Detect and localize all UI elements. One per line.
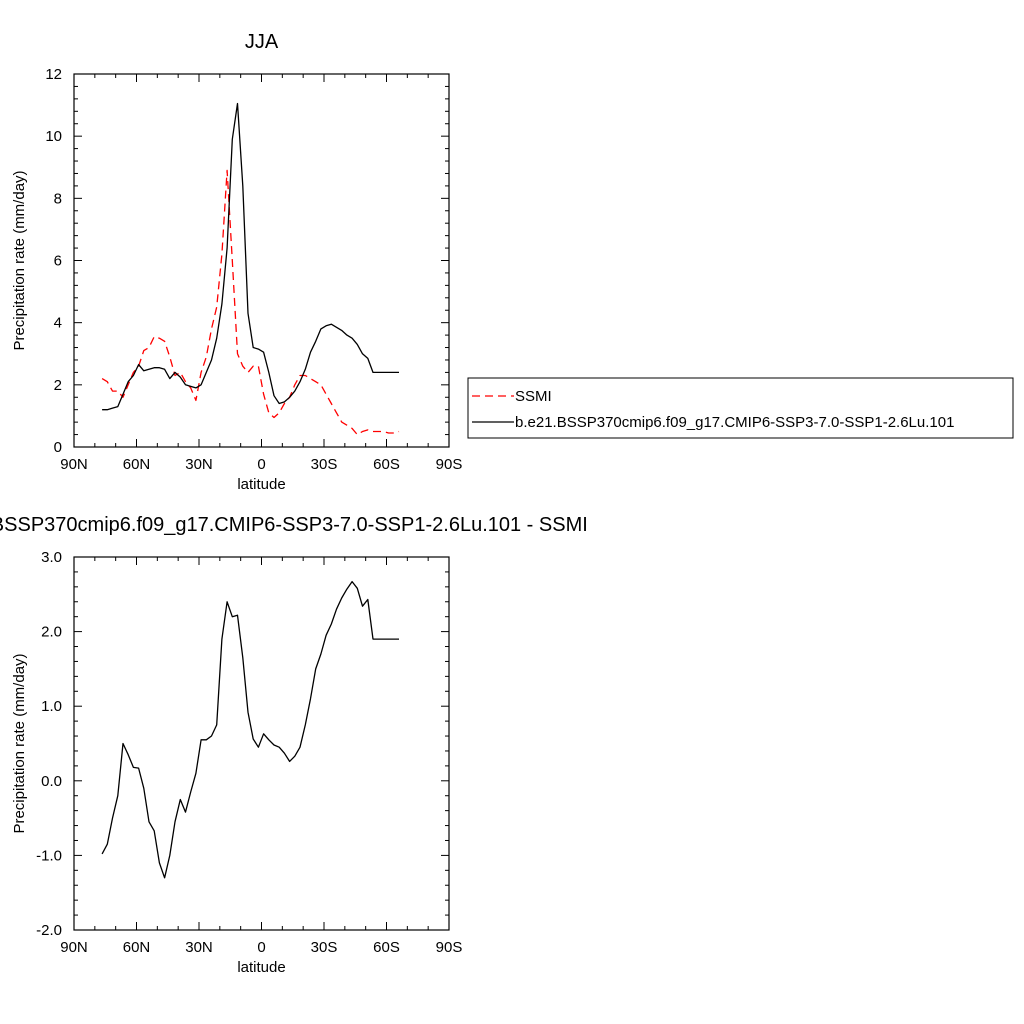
x-tick-label: 30S [311,456,338,473]
series-line-1 [101,580,399,879]
x-tick-label: 30N [185,456,213,473]
chart-title: b.e21.BSSP370cmip6.f09_g17.CMIP6-SSP3-7.… [0,514,588,536]
legend-box [467,377,1014,439]
chart-1: JJA 90N 60N 30N 0 30S 60S 90S 0 2 4 6 8 10 12 latitude P… [11,31,1014,493]
y-tick-label: 2 [54,377,62,394]
y-tick-label: 2.0 [41,624,62,641]
legend-label-1: SSMI [515,388,552,405]
legend-label-2: b.e21.BSSP370cmip6.f09_g17.CMIP6-SSP3-7.… [515,414,954,431]
series-line-2 [102,102,399,411]
x-tick-label: 60S [373,456,400,473]
x-tick-label: 90S [436,456,463,473]
x-tick-label: 90N [60,456,88,473]
x-axis-label: latitude [237,476,285,493]
y-tick-label: 10 [45,128,62,145]
plot-frame [73,73,450,448]
x-tick-label: 30N [185,939,213,956]
x-tick-label: 60N [123,939,151,956]
x-tick-label: 90N [60,939,88,956]
plot-frame [73,556,450,931]
chart-title: JJA [245,31,279,53]
x-tick-label: 30S [311,939,338,956]
y-axis-label: Precipitation rate (mm/day) [11,653,28,833]
x-tick-label: 90S [436,939,463,956]
y-axis-label: Precipitation rate (mm/day) [11,170,28,350]
x-tick-label: 0 [257,456,265,473]
y-tick-label: 8 [54,190,62,207]
x-axis-label: latitude [237,959,285,976]
chart-2: b.e21.BSSP370cmip6.f09_g17.CMIP6-SSP3-7.… [0,514,588,976]
y-tick-label: -2.0 [36,922,62,939]
y-tick-label: -1.0 [36,847,62,864]
y-tick-label: 4 [54,315,62,332]
y-tick-label: 1.0 [41,698,62,715]
y-tick-label: 6 [54,253,62,270]
x-tick-label: 60S [373,939,400,956]
y-tick-label: 3.0 [41,549,62,566]
y-tick-label: 0 [54,439,62,456]
y-tick-label: 0.0 [41,773,62,790]
y-tick-label: 12 [45,66,62,83]
x-tick-label: 0 [257,939,265,956]
x-tick-label: 60N [123,456,151,473]
series-line-1 [101,169,400,436]
